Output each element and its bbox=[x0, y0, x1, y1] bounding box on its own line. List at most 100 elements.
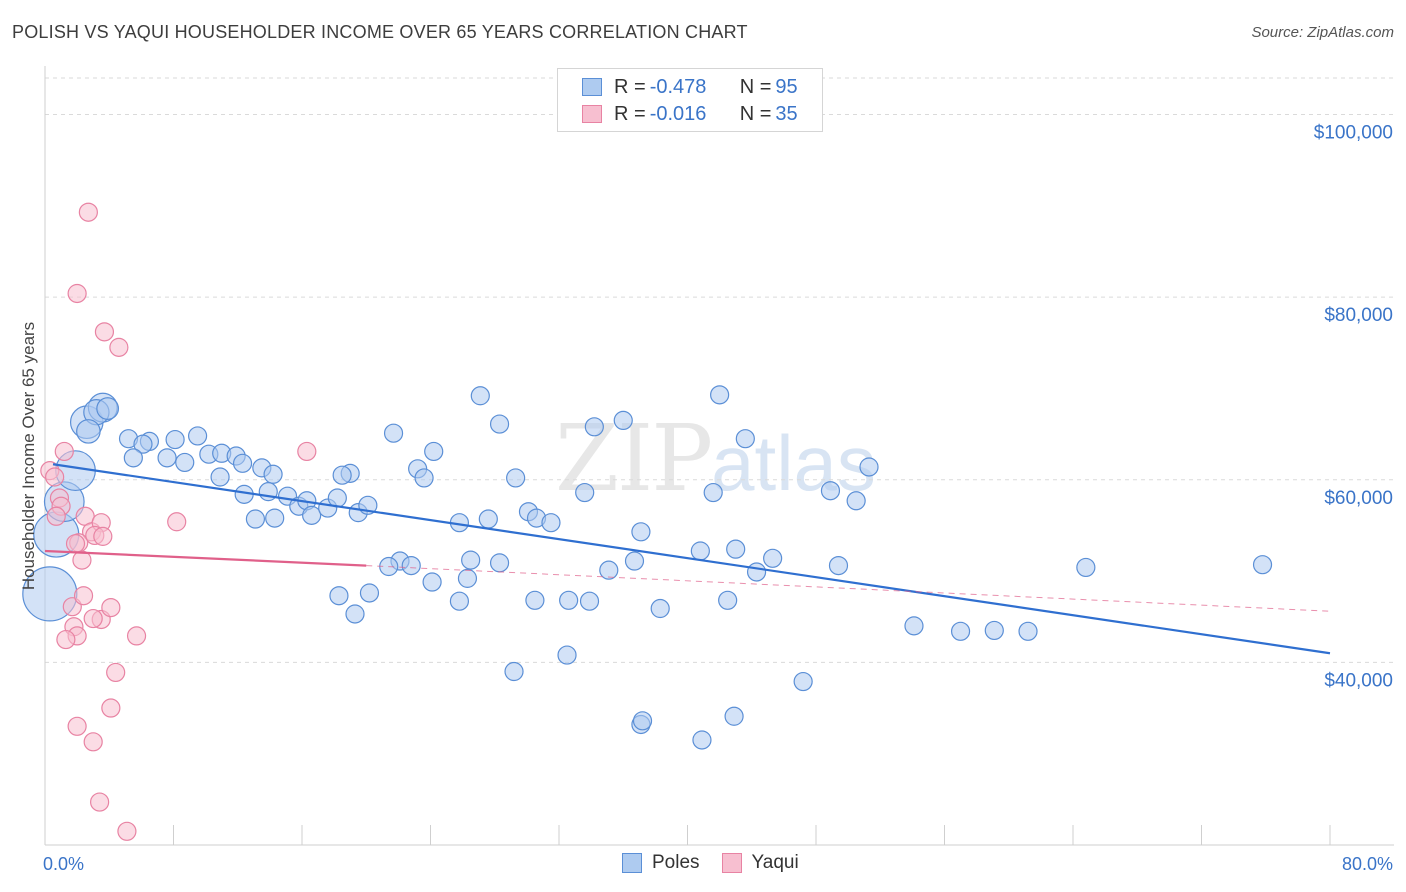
poles-point bbox=[332, 465, 352, 485]
poles-point bbox=[461, 550, 481, 570]
poles-point bbox=[345, 604, 365, 624]
poles-point bbox=[763, 548, 783, 568]
poles-point bbox=[96, 397, 120, 420]
poles-point bbox=[820, 481, 841, 501]
axis-labels: $40,000 $60,000 $80,000 $100,000 0.0% 80.0% Ho… bbox=[19, 123, 1393, 874]
poles-point bbox=[489, 414, 510, 434]
poles-point bbox=[329, 586, 349, 606]
poles-point bbox=[735, 429, 755, 449]
poles-point bbox=[232, 453, 253, 473]
poles-point bbox=[950, 621, 971, 641]
yaqui-point bbox=[126, 626, 147, 646]
poles-point bbox=[904, 616, 924, 636]
yaqui-point bbox=[56, 629, 76, 650]
poles-point bbox=[1018, 621, 1038, 641]
gridlines bbox=[45, 77, 1394, 663]
y-tick-label: $60,000 bbox=[1324, 488, 1393, 509]
poles-point bbox=[557, 645, 577, 665]
yaqui-point bbox=[93, 526, 113, 546]
poles-point bbox=[613, 410, 633, 431]
poles-point bbox=[1252, 555, 1273, 575]
poles-point bbox=[746, 562, 767, 582]
y-tick-label: $100,000 bbox=[1314, 123, 1393, 144]
poles-point bbox=[401, 555, 421, 576]
poles-point bbox=[859, 457, 879, 477]
yaqui-point bbox=[83, 608, 103, 629]
poles-point bbox=[690, 541, 710, 561]
poles-point bbox=[631, 522, 651, 542]
yaqui-trend-extension bbox=[366, 565, 1331, 612]
poles-point bbox=[504, 661, 524, 682]
poles-point bbox=[165, 429, 185, 450]
poles-point bbox=[846, 491, 866, 511]
poles-point bbox=[470, 386, 490, 406]
poles-point bbox=[599, 560, 619, 580]
legend-row-poles: R = -0.478 N = 95 bbox=[558, 74, 798, 100]
poles-point bbox=[424, 441, 444, 462]
legend-r-label: R = bbox=[614, 75, 646, 98]
y-tick-label: $40,000 bbox=[1324, 670, 1393, 691]
yaqui-point bbox=[101, 597, 121, 618]
poles-point bbox=[414, 468, 434, 488]
legend-item-yaqui[interactable]: Yaqui bbox=[721, 852, 799, 874]
poles-point bbox=[175, 452, 195, 473]
poles-point bbox=[703, 482, 723, 503]
poles-point bbox=[650, 598, 670, 619]
poles-point bbox=[265, 508, 285, 528]
poles-point bbox=[187, 426, 208, 446]
legend-r-value: -0.016 bbox=[649, 102, 707, 125]
yaqui-point bbox=[73, 586, 94, 606]
poles-point bbox=[302, 505, 322, 525]
correlation-legend: R = -0.478 N = 95 R = -0.016 N = 35 bbox=[557, 68, 823, 132]
legend-n-value: 35 bbox=[775, 102, 798, 125]
yaqui-points bbox=[40, 202, 317, 841]
poles-point bbox=[710, 385, 730, 405]
yaqui-point bbox=[106, 662, 126, 683]
yaqui-point bbox=[67, 283, 87, 304]
poles-point bbox=[579, 591, 600, 611]
yaqui-point bbox=[78, 202, 98, 222]
yaqui-swatch bbox=[582, 105, 602, 123]
legend-n-value: 95 bbox=[775, 75, 798, 98]
poles-point bbox=[506, 468, 526, 488]
yaqui-point bbox=[46, 506, 66, 526]
y-axis-label: Householder Income Over 65 years bbox=[19, 322, 38, 590]
poles-point bbox=[624, 551, 645, 571]
poles-point bbox=[828, 555, 849, 576]
poles-point bbox=[793, 671, 813, 692]
poles-point bbox=[359, 583, 380, 603]
legend-n-label: N = bbox=[739, 102, 772, 125]
legend-r-value: -0.478 bbox=[649, 75, 707, 98]
yaqui-point bbox=[297, 441, 317, 462]
poles-point bbox=[1076, 557, 1096, 578]
poles-point bbox=[718, 590, 738, 610]
x-tick-label-max: 80.0% bbox=[1342, 854, 1393, 874]
source-label: Source: ZipAtlas.com bbox=[1251, 24, 1394, 41]
yaqui-point bbox=[167, 512, 187, 532]
legend-row-yaqui: R = -0.016 N = 35 bbox=[558, 101, 798, 127]
poles-point bbox=[449, 591, 470, 611]
legend-item-poles[interactable]: Poles bbox=[622, 852, 700, 874]
poles-trend-line bbox=[52, 463, 1331, 655]
poles-point bbox=[422, 572, 442, 592]
chart-title: POLISH VS YAQUI HOUSEHOLDER INCOME OVER … bbox=[12, 22, 748, 42]
poles-point bbox=[726, 539, 746, 559]
poles-point bbox=[541, 513, 561, 533]
yaqui-point bbox=[45, 467, 65, 487]
axes bbox=[44, 66, 1394, 846]
poles-legend-swatch bbox=[622, 853, 642, 873]
poles-point bbox=[575, 482, 595, 503]
poles-point bbox=[383, 423, 404, 443]
yaqui-point bbox=[83, 732, 103, 752]
yaqui-point bbox=[72, 550, 92, 570]
poles-point bbox=[210, 467, 230, 487]
y-tick-label: $80,000 bbox=[1324, 305, 1393, 326]
poles-point bbox=[632, 711, 653, 731]
legend-n-label: N = bbox=[739, 75, 772, 98]
yaqui-point bbox=[109, 337, 129, 357]
yaqui-point bbox=[67, 716, 87, 736]
poles-point bbox=[724, 706, 744, 726]
poles-point bbox=[478, 509, 498, 529]
poles-point bbox=[489, 553, 510, 573]
